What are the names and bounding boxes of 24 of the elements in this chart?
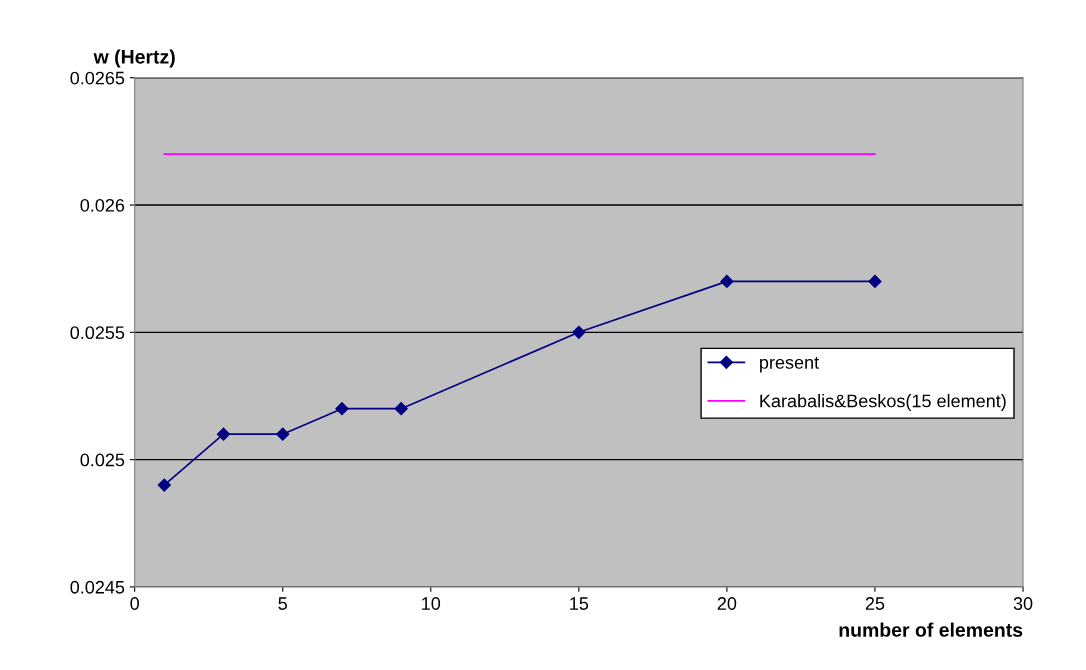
y-axis-title: w (Hertz) [93,49,175,68]
point [868,274,882,288]
point [572,325,586,339]
point [216,427,231,441]
x-axis-title: number of elements [839,622,1023,637]
point [720,274,734,288]
x-tick-label: 30 [1013,597,1033,610]
x-tick-label: 10 [422,597,441,610]
x-tick-label: 0 [130,597,139,610]
legend-label: present [760,356,819,373]
point [394,402,408,416]
legend-label: Karabalis&Beskos(15 element) [760,394,1006,411]
y-tick-label: 0.0265 [70,71,125,85]
x-tick-label: 15 [570,597,589,610]
y-tick-label: 0.0255 [70,326,125,340]
y-tick-label: 0.025 [80,453,125,467]
x-tick-label: 5 [278,597,287,610]
point [157,478,171,492]
x-tick-label: 20 [717,597,737,610]
point [276,427,290,441]
point [335,402,349,416]
x-tick-label: 25 [865,597,885,610]
y-tick-label: 0.026 [80,198,125,212]
y-tick-label: 0.0245 [70,580,125,594]
